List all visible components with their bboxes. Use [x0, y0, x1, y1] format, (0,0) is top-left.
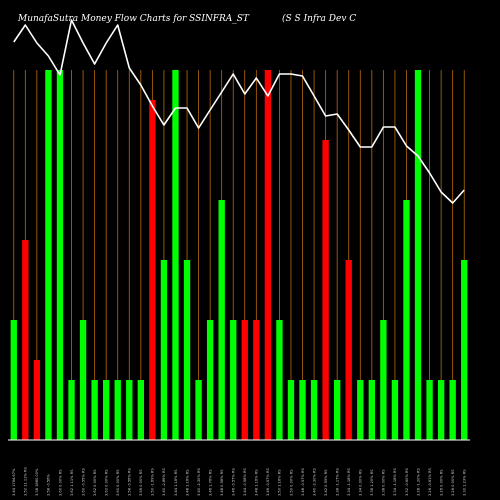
x-tick-label: 3.48 -0.57% RS	[301, 468, 305, 496]
x-tick-labels: 3.44 1764.67% 3.52 11.11% RS 3.38 1880.00%…	[12, 467, 466, 496]
money-flow-bar	[414, 70, 422, 440]
x-tick-label: 3.50 1.16% RS	[278, 469, 282, 496]
x-tick-label: 3.32 -0.60% RS	[405, 468, 409, 496]
x-tick-label: 3.40 -2.30% RS	[312, 468, 316, 496]
x-tick-label: 3.52 11.11% RS	[24, 467, 28, 496]
x-tick-label: 3.50 -1.69% RS	[151, 468, 155, 496]
x-tick-label: 3.60 0.00% RS	[58, 469, 62, 496]
money-flow-bar	[183, 260, 191, 440]
x-tick-label: 3.44 1764.67%	[12, 468, 16, 496]
money-flow-bar	[368, 380, 376, 440]
x-tick-label: 3.42 0.59% RS	[324, 469, 328, 496]
x-tick-label: 3.26 -0.61% RS	[428, 468, 432, 496]
x-tick-label: 3.62 0.00% RS	[93, 469, 97, 496]
x-tick-label: 3.50 0.00% RS	[289, 469, 293, 496]
money-flow-bar	[461, 260, 468, 440]
chart-title: MunafaSutra Money Flow Charts for SSINFR…	[17, 14, 250, 24]
money-flow-bar	[137, 380, 145, 440]
money-flow-bar	[91, 380, 98, 440]
x-tick-label: 3.30 1.23% RS	[463, 469, 467, 496]
x-tick-label: 3.58 -0.56%	[47, 474, 51, 496]
money-flow-bar	[287, 380, 295, 440]
x-tick-label: 3.60 -0.55% RS	[81, 468, 85, 496]
money-flow-bar	[437, 380, 445, 440]
x-tick-label: 3.44 1.18% RS	[174, 469, 178, 496]
money-flow-bar	[206, 320, 214, 440]
money-flow-bar	[172, 70, 179, 440]
x-tick-label: 3.60 0.00% RS	[116, 469, 120, 496]
price-line	[13, 19, 465, 204]
bars	[10, 70, 468, 440]
money-flow-bar	[253, 320, 260, 440]
money-flow-bar	[218, 200, 225, 440]
money-flow-bar	[22, 240, 29, 440]
money-flow-bar	[56, 70, 64, 440]
x-tick-label: 3.38 0.00% RS	[382, 469, 386, 496]
money-flow-bar	[345, 260, 352, 440]
x-tick-label: 3.38 1880.00%	[35, 468, 39, 496]
money-flow-bar	[322, 140, 329, 440]
money-flow-bar	[68, 380, 75, 440]
x-tick-label: 3.38 -1.17% RS	[335, 468, 339, 496]
money-flow-bar	[102, 380, 110, 440]
x-tick-label: 3.56 0.00% RS	[139, 469, 143, 496]
x-tick-label: 3.40 -2.86% RS	[162, 468, 166, 496]
money-flow-bar	[264, 70, 272, 440]
money-flow-bar	[149, 100, 156, 440]
x-tick-label: 3.58 -0.56% RS	[128, 468, 132, 496]
x-tick-label: 3.46 1.76% RS	[208, 469, 212, 496]
x-tick-label: 3.48 1.16% RS	[255, 469, 259, 496]
x-tick-label: 3.38 1.20% RS	[370, 469, 374, 496]
x-tick-label: 3.48 0.58% RS	[220, 469, 224, 496]
money-flow-bar	[33, 360, 41, 440]
money-flow-bar	[10, 320, 17, 440]
x-tick-label: 3.26 0.00% RS	[439, 469, 443, 496]
money-flow-bar	[160, 260, 168, 440]
x-tick-label: 3.48 1.16% RS	[185, 469, 189, 496]
money-flow-bar	[241, 320, 248, 440]
money-flow-bar	[126, 380, 133, 440]
x-tick-label: 3.46 -0.57% RS	[232, 468, 236, 496]
money-flow-bar	[391, 380, 399, 440]
money-flow-bar	[114, 380, 121, 440]
x-tick-label: 3.34 -1.18% RS	[347, 468, 351, 496]
money-flow-bar	[333, 380, 341, 440]
x-tick-label: 3.62 1.11% RS	[70, 469, 74, 496]
money-flow-bar	[195, 380, 202, 440]
x-tick-label: 3.62 0.00% RS	[104, 469, 108, 496]
x-tick-label: 3.34 -1.18% RS	[393, 468, 397, 496]
x-tick-label: 3.44 -0.58% RS	[243, 468, 247, 496]
x-tick-label: 3.28 -1.20% RS	[416, 468, 420, 496]
money-flow-bar	[449, 380, 456, 440]
money-flow-bar	[310, 380, 318, 440]
x-tick-label: 3.40 -2.30% RS	[197, 468, 201, 496]
chart-subtitle: (S S Infra Dev C	[282, 13, 356, 24]
money-flow-bar	[357, 380, 364, 440]
x-tick-label: 3.46 -0.57% RS	[266, 468, 270, 496]
money-flow-bar	[426, 380, 433, 440]
money-flow-bar	[403, 200, 410, 440]
money-flow-bar	[230, 320, 237, 440]
money-flow-bar	[45, 70, 52, 440]
x-tick-label: 3.34 0.00% RS	[359, 469, 363, 496]
money-flow-bar	[299, 380, 306, 440]
money-flow-bar	[79, 320, 87, 440]
money-flow-bar	[276, 320, 283, 440]
money-flow-bar	[380, 320, 387, 440]
x-tick-label: 3.26 0.00% RS	[451, 469, 455, 496]
